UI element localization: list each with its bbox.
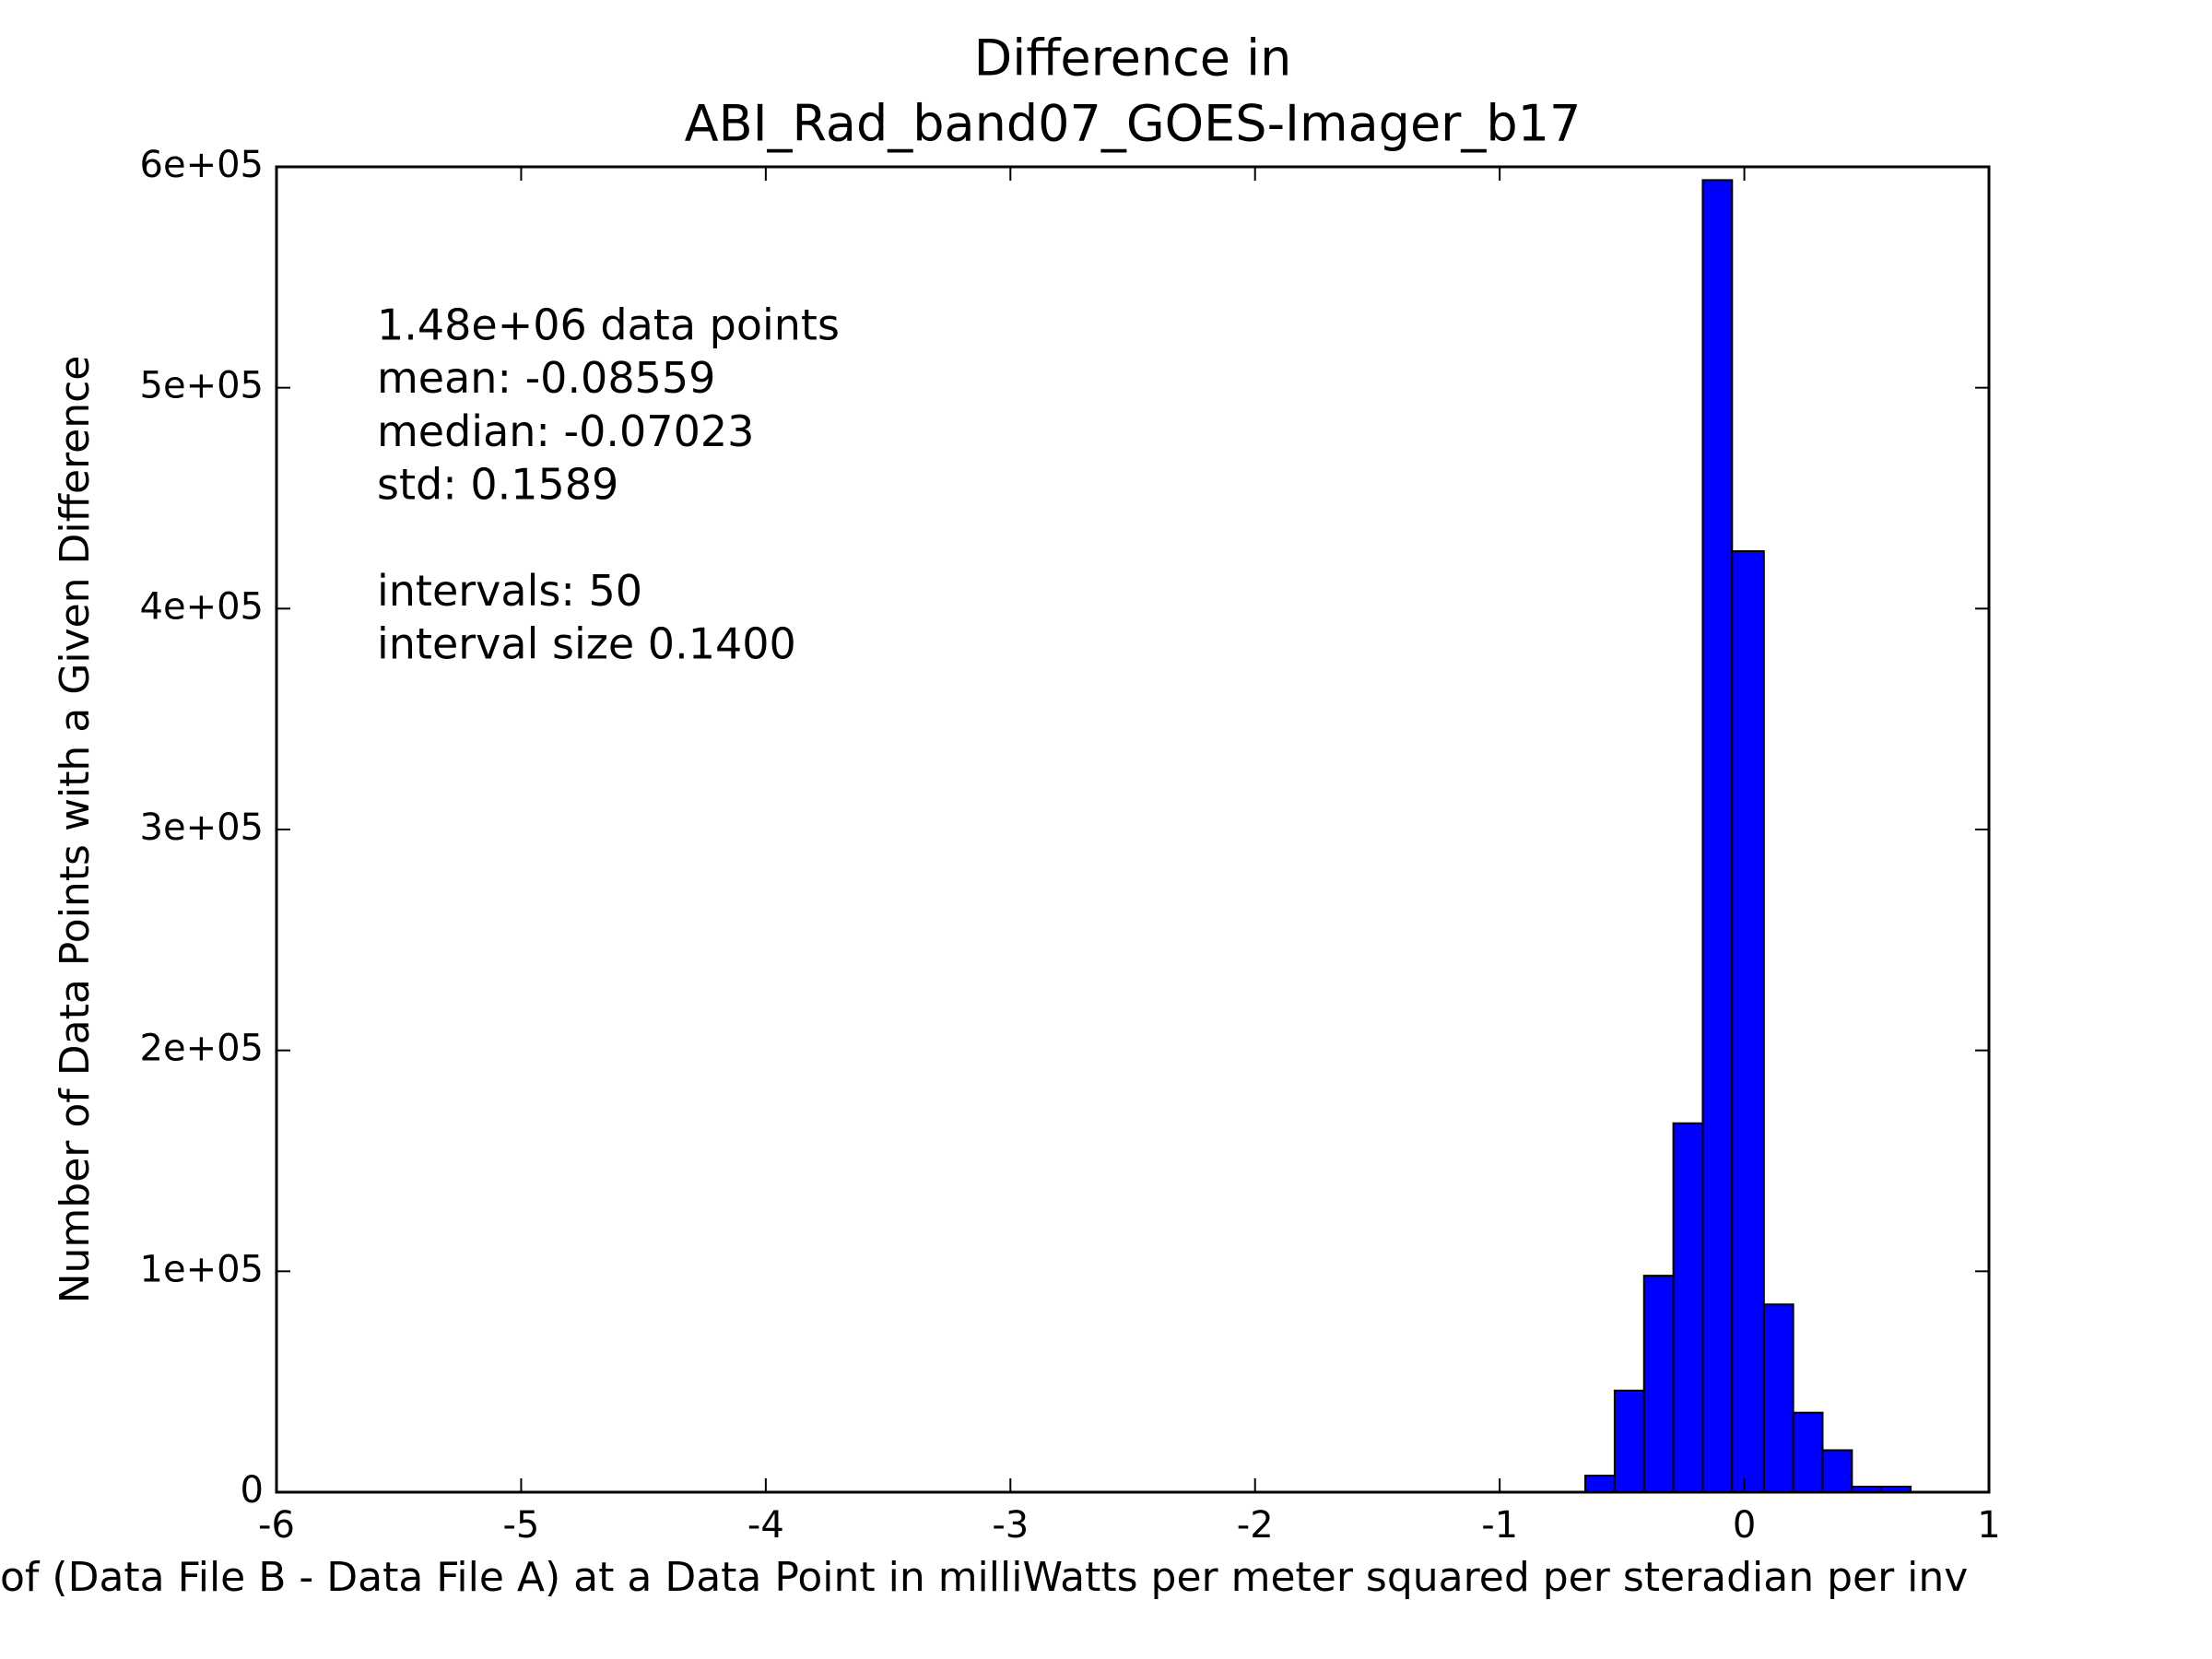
x-tick-label: -6 (258, 1504, 295, 1547)
annotation: 1.48e+06 data points (377, 300, 840, 350)
x-tick-label: -5 (502, 1504, 539, 1547)
annotation: intervals: 50 (377, 566, 642, 616)
y-tick-label: 0 (241, 1469, 264, 1512)
x-tick-label: -3 (992, 1504, 1029, 1547)
y-tick-label: 2e+05 (140, 1028, 264, 1070)
bar (1792, 1411, 1824, 1493)
y-tick-label: 4e+05 (140, 585, 264, 628)
y-tick-label: 5e+05 (140, 365, 264, 407)
x-tick-label: 1 (1977, 1504, 2000, 1547)
bar (1642, 1275, 1675, 1494)
y-tick-label: 6e+05 (140, 144, 264, 186)
chart-title: ABI_Rad_band07_GOES-Imager_b17 (685, 95, 1582, 153)
x-tick-label: -2 (1237, 1504, 1274, 1547)
chart-title: Difference in (974, 29, 1292, 88)
x-tick-label: -1 (1481, 1504, 1518, 1547)
annotation: std: 0.1589 (377, 460, 618, 510)
x-tick-label: -4 (747, 1504, 784, 1547)
bar (1584, 1475, 1616, 1494)
y-tick-label: 1e+05 (140, 1248, 264, 1290)
bar (1672, 1122, 1704, 1494)
bar (1821, 1449, 1853, 1494)
annotation: interval size 0.1400 (377, 619, 796, 669)
bar (1731, 550, 1765, 1493)
x-axis-label: of (Data File B - Data File A) at a Data… (0, 1554, 1968, 1601)
bar (1762, 1303, 1794, 1493)
y-axis-label: Number of Data Points with a Given Diffe… (52, 356, 99, 1304)
bar (1701, 179, 1734, 1493)
bar (1613, 1389, 1645, 1493)
x-tick-label: 0 (1733, 1504, 1756, 1547)
annotation: median: -0.07023 (377, 406, 754, 456)
y-tick-label: 3e+05 (140, 806, 264, 849)
annotation: mean: -0.08559 (377, 353, 715, 403)
